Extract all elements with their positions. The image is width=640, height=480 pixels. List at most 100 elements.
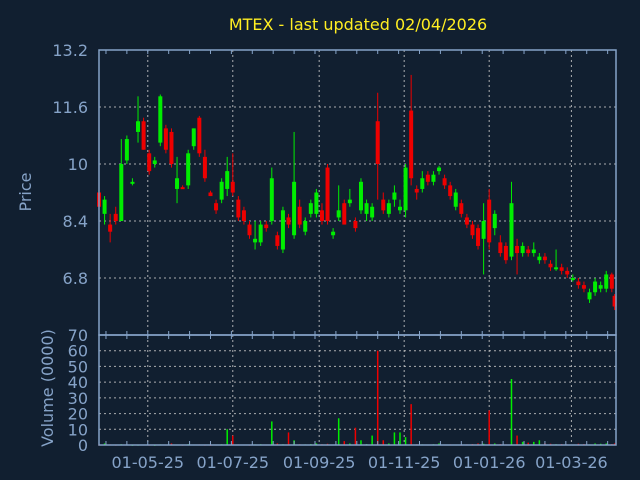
volume-bar [438, 443, 440, 445]
candle-body [398, 206, 403, 211]
volume-bar [527, 442, 529, 445]
volume-bar [516, 435, 518, 445]
volume-bar [404, 437, 407, 445]
grid-lines [99, 50, 616, 445]
price-tick-label: 8.4 [63, 212, 88, 231]
volume-bar [538, 440, 541, 445]
volume-bar [103, 443, 106, 445]
volume-bar [399, 432, 401, 445]
candle-body [169, 131, 174, 164]
candle-body [253, 238, 258, 243]
candle-body [325, 167, 330, 221]
volume-bar [477, 443, 479, 445]
candle-body [163, 128, 168, 150]
candle-body [526, 249, 531, 254]
volume-bar [226, 429, 228, 445]
candle-body [219, 181, 224, 200]
candle-body [520, 245, 525, 254]
candle-body [581, 285, 586, 289]
candle-body [230, 181, 235, 193]
volume-bar [393, 432, 396, 445]
candle-body [136, 121, 141, 132]
candle-body [208, 192, 213, 197]
candle-body [593, 281, 598, 293]
date-tick-label: 01-01-26 [453, 453, 526, 472]
volume-bar [494, 443, 496, 445]
candle-body [470, 224, 475, 236]
date-tick-label: 01-09-25 [283, 453, 356, 472]
volume-tick-label: 30 [68, 389, 88, 408]
price-tick-label: 11.6 [52, 98, 88, 117]
candle-body [392, 192, 397, 200]
candle-body [130, 181, 135, 184]
candle-body [548, 263, 553, 268]
candle-body [186, 153, 191, 186]
volume-bar [315, 443, 318, 445]
volume-bar [613, 443, 616, 445]
candle-body [214, 203, 219, 211]
volume-panel-frame [98, 334, 617, 446]
volume-bar [410, 404, 412, 445]
candle-body [464, 217, 469, 225]
candle-body [353, 221, 358, 229]
volume-tick-label: 70 [68, 326, 88, 345]
candle-body [141, 121, 146, 150]
price-axis-label: Price [16, 172, 35, 211]
candle-body [147, 153, 152, 172]
candles [97, 74, 617, 311]
volume-bar [271, 421, 273, 445]
candle-body [386, 203, 391, 214]
candle-body [587, 292, 592, 300]
candle-body [492, 213, 497, 229]
candle-body [197, 117, 202, 154]
volume-bar [382, 440, 385, 445]
price-tick-label: 10 [68, 155, 88, 174]
candle-body [269, 178, 274, 221]
candle-body [236, 199, 241, 218]
candle-body [347, 199, 352, 204]
candle-body [487, 199, 492, 243]
candle-body [453, 192, 458, 207]
candle-body [542, 256, 547, 261]
candle-body [280, 210, 285, 250]
volume-bar [354, 427, 357, 445]
candle-body [515, 245, 520, 254]
candle-body [481, 221, 486, 239]
candle-body [247, 224, 252, 236]
candle-body [459, 203, 464, 214]
candle-body [476, 228, 481, 246]
volume-bar [343, 441, 346, 445]
candle-body [175, 178, 180, 189]
volume-tick-label: 20 [68, 405, 88, 424]
candle-body [264, 224, 269, 229]
candle-body [314, 192, 319, 214]
candle-body [286, 217, 291, 225]
candle-body [202, 156, 207, 179]
volume-tick-label: 40 [68, 373, 88, 392]
candle-body [559, 267, 564, 271]
volume-bar [371, 435, 373, 445]
candle-body [108, 224, 113, 232]
candle-body [609, 274, 614, 289]
volume-bar [388, 443, 390, 445]
candle-body [537, 256, 542, 261]
candle-body [420, 178, 425, 189]
price-tick-label: 13.2 [52, 41, 88, 60]
volume-bar [276, 443, 279, 445]
candle-body [375, 121, 380, 164]
candle-body [414, 188, 419, 193]
candle-body [119, 164, 124, 221]
candle-body [308, 203, 313, 214]
candle-body [565, 270, 570, 275]
volume-bar [232, 435, 234, 445]
candle-body [331, 231, 336, 236]
volume-bar [337, 418, 340, 445]
candle-body [503, 245, 508, 261]
volume-bar [533, 441, 535, 445]
volume-bar [170, 443, 173, 445]
price-tick-label: 6.8 [63, 269, 88, 288]
volume-tick-label: 0 [78, 436, 88, 455]
candle-body [225, 171, 230, 189]
